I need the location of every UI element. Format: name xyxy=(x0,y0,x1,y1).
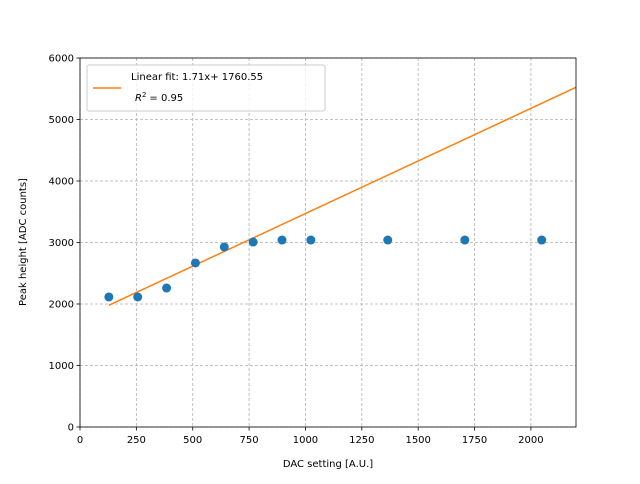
legend-box xyxy=(86,64,326,112)
data-point xyxy=(133,292,143,302)
data-point xyxy=(104,292,114,302)
data-point xyxy=(306,235,316,245)
y-tick-label: 5000 xyxy=(49,115,74,126)
x-tick-label: 1500 xyxy=(405,435,430,446)
x-tick-label: 0 xyxy=(77,435,83,446)
ticks: 0 250 500 750 1000 1250 1500 1750 2000 0 1000 2000 3… xyxy=(49,54,544,447)
x-tick-label: 250 xyxy=(127,435,146,446)
data-point xyxy=(162,283,172,293)
data-point xyxy=(383,235,393,245)
fit-line xyxy=(108,86,577,306)
data-point xyxy=(219,242,229,252)
x-tick-label: 1250 xyxy=(349,435,374,446)
y-tick-label: 3000 xyxy=(49,238,74,249)
x-tick-label: 750 xyxy=(240,435,259,446)
x-tick-label: 1750 xyxy=(462,435,487,446)
data-point xyxy=(277,235,287,245)
legend-fit-label: Linear fit: 1.71x+ 1760.55 xyxy=(131,72,263,83)
y-tick-label: 6000 xyxy=(49,54,74,65)
x-axis-label: DAC setting [A.U.] xyxy=(283,459,373,470)
y-axis-label: Peak height [ADC counts] xyxy=(18,178,29,306)
y-tick-label: 0 xyxy=(68,423,74,434)
x-tick-label: 2000 xyxy=(518,435,543,446)
data-point xyxy=(537,235,547,245)
legend-r2-label: R2 = 0.95 xyxy=(135,91,183,104)
x-tick-label: 500 xyxy=(183,435,202,446)
data-point xyxy=(190,258,200,268)
legend: Linear fit: 1.71x+ 1760.55 R2 = 0.95 xyxy=(86,64,326,112)
y-tick-label: 2000 xyxy=(49,300,74,311)
data-points xyxy=(104,235,547,302)
legend-r2-value: = 0.95 xyxy=(149,93,183,104)
grid xyxy=(79,57,576,428)
y-tick-label: 4000 xyxy=(49,177,74,188)
data-point xyxy=(460,235,470,245)
y-tick-label: 1000 xyxy=(49,361,74,372)
data-point xyxy=(248,237,258,247)
x-tick-label: 1000 xyxy=(293,435,318,446)
